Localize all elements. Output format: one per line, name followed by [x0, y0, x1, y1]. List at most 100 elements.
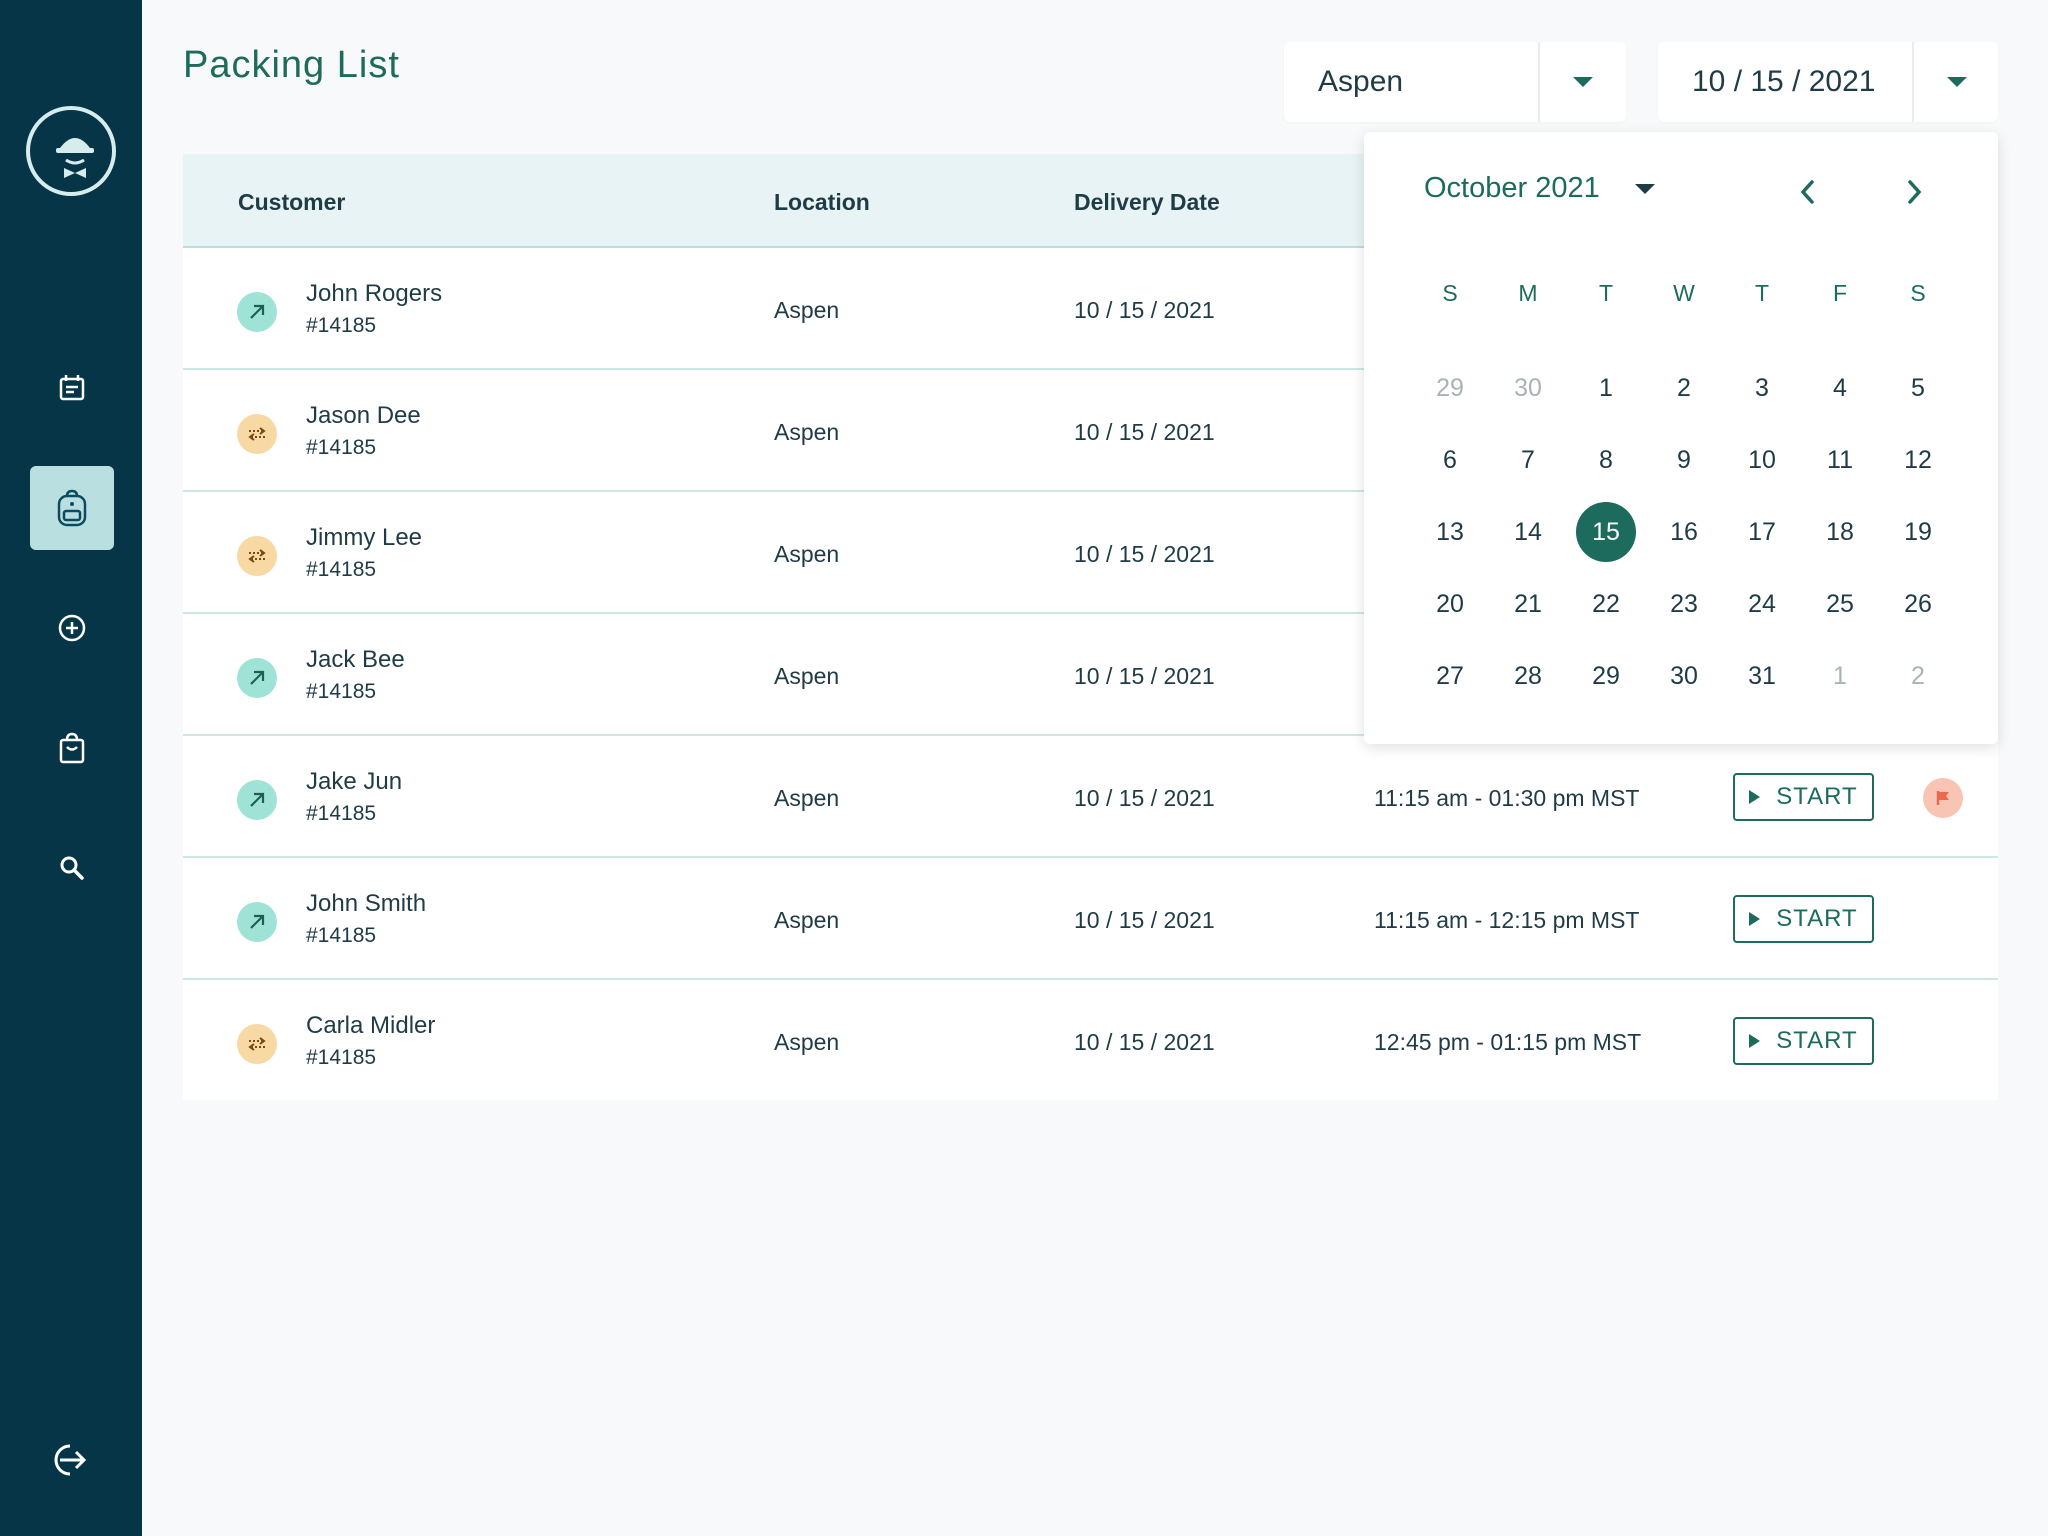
calendar-day[interactable]: 24: [1748, 590, 1776, 618]
calendar-day[interactable]: 7: [1521, 446, 1535, 474]
calendar-day[interactable]: 5: [1911, 374, 1925, 402]
flag-icon[interactable]: [1923, 778, 1963, 818]
add-circle-icon: [58, 614, 86, 642]
customer-name: Carla Midler: [306, 1012, 436, 1039]
delivery-date-cell: 10 / 15 / 2021: [1074, 663, 1215, 689]
order-number: #14185: [306, 436, 377, 459]
swap-arrows-icon: [237, 1024, 277, 1064]
calendar-day[interactable]: 14: [1514, 518, 1542, 546]
calendar-day[interactable]: 16: [1670, 518, 1698, 546]
chevron-down-icon[interactable]: [1540, 42, 1626, 122]
calendar-day[interactable]: 18: [1826, 518, 1854, 546]
next-month-button[interactable]: [1894, 172, 1934, 212]
location-cell: Aspen: [774, 297, 840, 323]
calendar-day[interactable]: 25: [1826, 590, 1854, 618]
play-icon: [1749, 1034, 1761, 1048]
divider: [1912, 42, 1914, 122]
calendar-day[interactable]: 3: [1755, 374, 1769, 402]
customer-name: Jason Dee: [306, 402, 421, 429]
calendar-day[interactable]: 27: [1436, 662, 1464, 690]
weekday-label: T: [1754, 280, 1770, 306]
month-dropdown-caret-icon[interactable]: [1635, 184, 1655, 194]
calendar-day[interactable]: 1: [1599, 374, 1613, 402]
calendar-day[interactable]: 29: [1436, 374, 1464, 402]
chevron-left-icon: [1800, 180, 1814, 204]
table-row[interactable]: Jason Dee #14185 Aspen 10 / 15 / 2021: [183, 370, 1998, 492]
backpack-icon: [57, 489, 87, 527]
logout-button[interactable]: [46, 1440, 96, 1480]
order-number: #14185: [306, 314, 377, 337]
calendar-day[interactable]: 28: [1514, 662, 1542, 690]
previous-month-button[interactable]: [1788, 172, 1828, 212]
table-row[interactable]: John Rogers #14185 Aspen 10 / 15 / 2021: [183, 248, 1998, 370]
start-button[interactable]: START: [1733, 895, 1874, 943]
date-picker-popover: October 2021 S M T W T F S 29 30 1 2 3 4 5 6 7 8 9 10 11 12 1…: [1364, 132, 1998, 744]
calendar-day[interactable]: 13: [1436, 518, 1464, 546]
table-row[interactable]: Jake Jun #14185 Aspen 10 / 15 / 2021 11:15 a…: [183, 736, 1998, 858]
weekday-label: F: [1832, 280, 1848, 306]
column-header-customer[interactable]: Customer: [238, 189, 346, 215]
customer-name: John Smith: [306, 890, 427, 917]
calendar-day-selected[interactable]: 15: [1576, 502, 1636, 562]
table-row[interactable]: Jack Bee #14185 Aspen 10 / 15 / 2021: [183, 614, 1998, 736]
calendar-day[interactable]: 20: [1436, 590, 1464, 618]
logo-icon[interactable]: [26, 106, 116, 196]
calendar-day[interactable]: 23: [1670, 590, 1698, 618]
calendar-day[interactable]: 21: [1514, 590, 1542, 618]
calendar-day[interactable]: 10: [1748, 446, 1776, 474]
table-row[interactable]: Jimmy Lee #14185 Aspen 10 / 15 / 2021: [183, 492, 1998, 614]
calendar-day[interactable]: 30: [1514, 374, 1542, 402]
table-row[interactable]: Carla Midler #14185 Aspen 10 / 15 / 2021 12:…: [183, 980, 1998, 1100]
column-header-location[interactable]: Location: [774, 189, 870, 215]
weekday-label: T: [1598, 280, 1614, 306]
chevron-right-icon: [1908, 180, 1922, 204]
calendar-day[interactable]: 12: [1904, 446, 1932, 474]
shopping-bag-icon: [59, 732, 85, 764]
nav-add[interactable]: [30, 586, 114, 670]
date-select[interactable]: 10 / 15 / 2021: [1658, 42, 1998, 122]
arrow-up-right-icon: [237, 658, 277, 698]
calendar-day[interactable]: 8: [1599, 446, 1613, 474]
calendar-day[interactable]: 9: [1677, 446, 1691, 474]
sidebar: [0, 0, 142, 1536]
calendar-day[interactable]: 19: [1904, 518, 1932, 546]
delivery-date-cell: 10 / 15 / 2021: [1074, 1029, 1215, 1055]
arrow-up-right-icon: [237, 780, 277, 820]
nav-search[interactable]: [30, 826, 114, 910]
chevron-down-icon[interactable]: [1914, 42, 2000, 122]
calendar-day[interactable]: 4: [1833, 374, 1847, 402]
nav-orders[interactable]: [30, 706, 114, 790]
location-select[interactable]: Aspen: [1284, 42, 1626, 122]
calendar-day[interactable]: 6: [1443, 446, 1457, 474]
column-header-delivery-date[interactable]: Delivery Date: [1074, 189, 1220, 215]
delivery-window-cell: 12:45 pm - 01:15 pm MST: [1374, 1029, 1642, 1055]
start-button[interactable]: START: [1733, 1017, 1874, 1065]
calendar-day[interactable]: 11: [1827, 446, 1853, 474]
calendar-day[interactable]: 26: [1904, 590, 1932, 618]
calendar-day[interactable]: 1: [1833, 662, 1847, 690]
calendar-day[interactable]: 30: [1670, 662, 1698, 690]
customer-name: Jake Jun: [306, 768, 403, 795]
calendar-day[interactable]: 2: [1677, 374, 1691, 402]
swap-arrows-icon: [237, 414, 277, 454]
search-icon: [60, 856, 84, 880]
start-button[interactable]: START: [1733, 773, 1874, 821]
nav-packing-list[interactable]: [30, 466, 114, 550]
page-title: Packing List: [183, 44, 400, 86]
nav-calendar[interactable]: [30, 346, 114, 430]
order-number: #14185: [306, 558, 377, 581]
table-row[interactable]: John Smith #14185 Aspen 10 / 15 / 2021 11:15…: [183, 858, 1998, 980]
table-body: John Rogers #14185 Aspen 10 / 15 / 2021 Jaso…: [183, 248, 1998, 1100]
calendar-day[interactable]: 22: [1592, 590, 1620, 618]
calendar-day[interactable]: 31: [1748, 662, 1776, 690]
customer-name: John Rogers: [306, 280, 443, 307]
delivery-date-cell: 10 / 15 / 2021: [1074, 419, 1215, 445]
calendar-month-label[interactable]: October 2021: [1424, 172, 1600, 204]
calendar-day[interactable]: 29: [1592, 662, 1620, 690]
order-number: #14185: [306, 1046, 377, 1069]
swap-arrows-icon: [237, 536, 277, 576]
delivery-window-cell: 11:15 am - 12:15 pm MST: [1374, 907, 1640, 933]
calendar-day[interactable]: 2: [1911, 662, 1925, 690]
calendar-day[interactable]: 17: [1748, 518, 1776, 546]
delivery-date-cell: 10 / 15 / 2021: [1074, 907, 1215, 933]
